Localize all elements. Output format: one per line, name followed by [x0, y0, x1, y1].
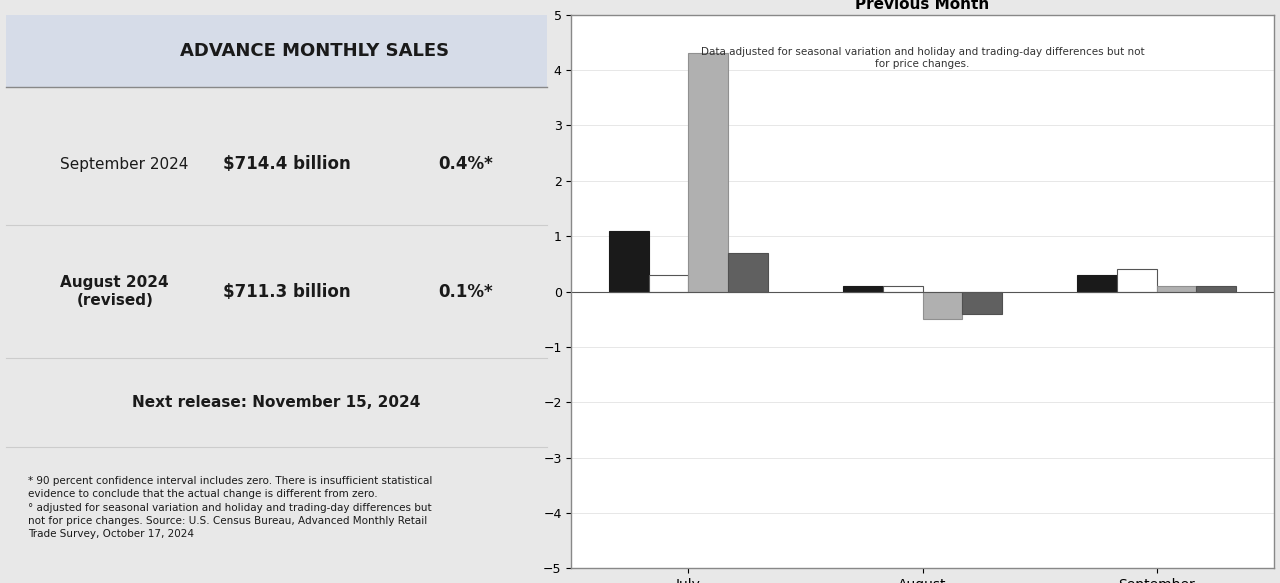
Text: $714.4 billion: $714.4 billion — [224, 155, 351, 173]
Bar — [609, 231, 649, 292]
Title: Percent Change in Retail and Food Services Sales from
Previous Month: Percent Change in Retail and Food Servic… — [687, 0, 1158, 12]
Text: 0.1%*: 0.1%* — [438, 283, 493, 300]
Bar — [649, 275, 689, 292]
Text: Next release: November 15, 2024: Next release: November 15, 2024 — [132, 395, 421, 410]
Bar — [844, 286, 883, 292]
Bar — [883, 286, 923, 292]
Text: * 90 percent confidence interval includes zero. There is insufficient statistica: * 90 percent confidence interval include… — [28, 476, 433, 539]
Bar — [689, 54, 728, 292]
Bar — [923, 292, 963, 319]
Text: September 2024: September 2024 — [60, 157, 188, 171]
FancyBboxPatch shape — [6, 15, 547, 87]
Text: $711.3 billion: $711.3 billion — [224, 283, 351, 300]
Bar — [1076, 275, 1116, 292]
Bar — [1157, 286, 1197, 292]
Text: August 2024
(revised): August 2024 (revised) — [60, 275, 169, 308]
Text: 0.4%*: 0.4%* — [438, 155, 493, 173]
Text: Data adjusted for seasonal variation and holiday and trading-day differences but: Data adjusted for seasonal variation and… — [700, 47, 1144, 69]
Text: ADVANCE MONTHLY SALES: ADVANCE MONTHLY SALES — [179, 41, 449, 59]
Bar — [1116, 269, 1157, 292]
Bar — [1197, 286, 1236, 292]
Bar — [963, 292, 1002, 314]
Bar — [728, 253, 768, 292]
